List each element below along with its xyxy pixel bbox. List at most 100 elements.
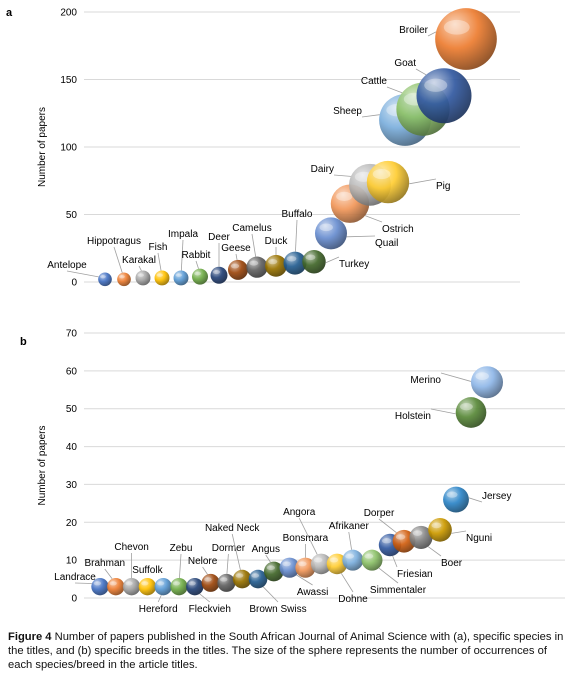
panel-a-chart: 0 50 100 150 200 a Number of papers Antelope Hip…	[6, 7, 520, 289]
bubble-naked-neck	[232, 569, 252, 589]
bubble-dohne	[326, 553, 348, 575]
leader-line	[333, 174, 351, 177]
point-label: Simmentaler	[370, 585, 427, 596]
bubble-highlight	[219, 577, 228, 582]
leader-line	[195, 260, 199, 269]
leader-line	[468, 497, 483, 503]
bubble-chevon	[122, 577, 141, 596]
bubble-antelope	[98, 272, 112, 287]
bubble-highlight	[268, 259, 278, 265]
leader-line	[157, 252, 162, 271]
leader-line	[157, 594, 162, 603]
bubble-impala	[173, 270, 189, 286]
point-label: Dormer	[212, 543, 246, 554]
caption-text: Number of papers published in the South …	[8, 631, 564, 671]
point-label: Deer	[208, 232, 230, 243]
point-label: Turkey	[339, 259, 369, 270]
bubble-highlight	[156, 273, 163, 277]
y-axis-title: Number of papers	[37, 425, 48, 505]
point-label: Impala	[168, 229, 198, 240]
point-label: Broiler	[399, 25, 429, 36]
bubble-turkey	[302, 250, 326, 274]
panel-letter: a	[6, 7, 13, 19]
leader-line	[66, 270, 99, 278]
bubble-highlight	[345, 553, 355, 559]
point-label: Hippotragus	[87, 236, 141, 247]
bubble-highlight	[266, 565, 275, 571]
bubble-nelore	[201, 573, 220, 592]
leader-line	[199, 593, 211, 603]
point-label: Boer	[441, 558, 463, 569]
point-label: Friesian	[397, 569, 433, 580]
leader-line	[386, 86, 403, 94]
y-tick-label: 0	[71, 594, 77, 605]
point-label: Merino	[410, 375, 441, 386]
y-tick-label: 0	[71, 278, 77, 289]
bubble-angus	[263, 561, 284, 582]
bubble-highlight	[475, 372, 489, 380]
leader-line	[202, 566, 208, 575]
leader-line	[104, 568, 113, 580]
bubble-highlight	[381, 538, 392, 544]
y-tick-label: 70	[66, 329, 78, 340]
point-label: Sheep	[333, 106, 362, 117]
point-label: Dairy	[311, 164, 334, 175]
leader-line	[361, 114, 380, 118]
bubble-highlight	[100, 275, 106, 279]
point-label: Cattle	[361, 76, 388, 87]
bubble-highlight	[395, 534, 406, 540]
bubble-hereford	[154, 577, 172, 596]
bubble-highlight	[125, 581, 133, 586]
y-tick-label: 50	[66, 404, 78, 415]
point-label: Angora	[283, 507, 316, 518]
bubble-highlight	[443, 19, 470, 35]
leader-line	[262, 586, 279, 603]
bubble-highlight	[329, 557, 339, 563]
bubble-bonsmara	[295, 557, 316, 578]
bubble-highlight	[282, 561, 291, 567]
point-label: Pig	[436, 181, 450, 192]
point-label: Brown Swiss	[249, 604, 306, 615]
bubble-highlight	[459, 403, 473, 411]
point-label: Fleckvieh	[189, 604, 231, 615]
leader-line	[251, 233, 257, 257]
leader-line	[179, 553, 182, 578]
y-axis-title: Number of papers	[37, 107, 48, 187]
point-label: Goat	[394, 58, 416, 69]
point-label: Nelore	[188, 556, 218, 567]
bubble-highlight	[372, 168, 391, 180]
y-tick-label: 60	[66, 366, 78, 377]
bubble-highlight	[141, 581, 149, 586]
point-label: Quail	[375, 238, 398, 249]
bubble-brown-swiss	[248, 569, 268, 589]
bubble-highlight	[424, 78, 448, 92]
bubble-highlight	[336, 191, 353, 202]
bubble-highlight	[446, 491, 458, 498]
bubble-angora	[310, 553, 332, 575]
point-label: Camelus	[232, 223, 271, 234]
leader-line	[427, 546, 442, 557]
point-label: Dohne	[338, 594, 368, 605]
leader-line	[296, 574, 313, 586]
point-label: Afrikaner	[329, 521, 370, 532]
leader-line	[325, 256, 340, 264]
bubble-layer	[98, 8, 497, 287]
bubble-highlight	[109, 581, 117, 586]
y-tick-label: 20	[66, 518, 78, 529]
bubble-hippotragus	[117, 272, 131, 287]
leader-line	[265, 554, 271, 563]
bubble-highlight	[156, 581, 165, 586]
y-tick-label: 100	[60, 143, 77, 154]
point-label: Chevon	[114, 542, 148, 553]
bubble-highlight	[172, 581, 181, 586]
leader-line	[348, 531, 352, 550]
leader-line	[231, 533, 241, 571]
bubble-highlight	[298, 561, 307, 567]
bubble-highlight	[194, 271, 201, 276]
bubble-landrace	[91, 577, 109, 596]
bubble-highlight	[286, 255, 297, 262]
bubble-rabbit	[192, 268, 208, 285]
leader-line	[298, 517, 318, 555]
figure-label: Figure 4	[8, 631, 52, 643]
bubble-geese	[228, 259, 248, 280]
